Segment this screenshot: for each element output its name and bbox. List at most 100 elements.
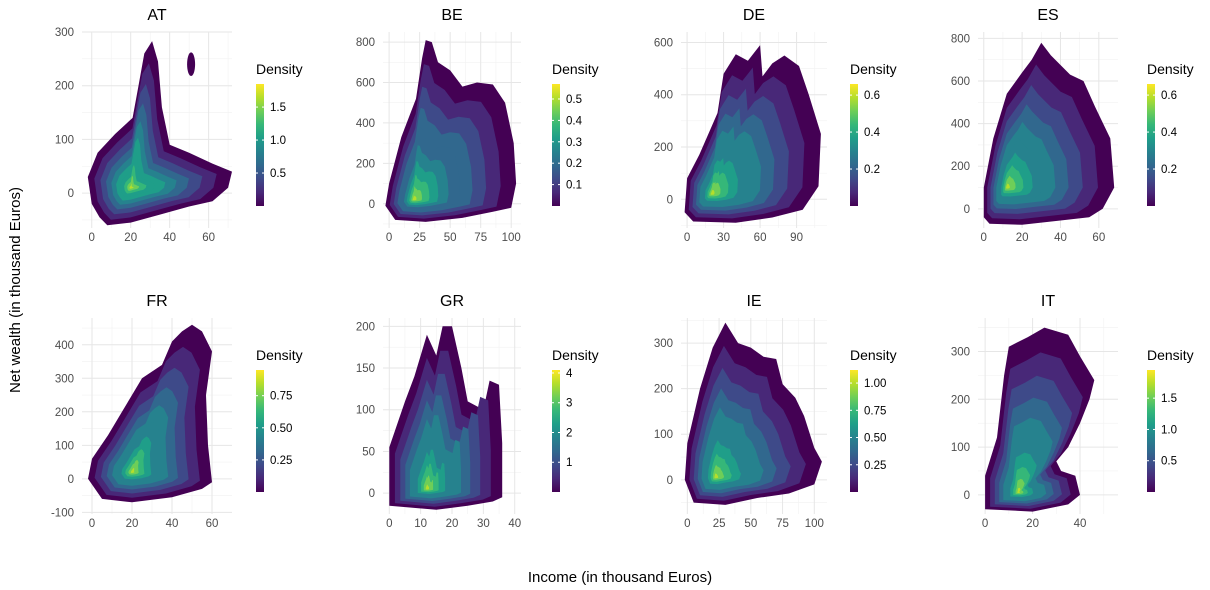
panel-gr: GR 0 10 20 30 40 0 50 100 150 200 Density 1 2 3 4 <box>356 293 599 530</box>
colorbar <box>256 370 264 492</box>
density-contours <box>684 322 822 505</box>
y-tick-label: 800 <box>356 37 375 49</box>
panel-at: AT 0 20 40 60 0 100 200 300 Density 0.5 1.0 1.5 <box>55 7 303 244</box>
x-tick-label: 0 <box>981 232 987 244</box>
panel-title: ES <box>1037 7 1058 24</box>
x-tick-label: 25 <box>413 232 426 244</box>
x-tick-label: 0 <box>386 518 392 530</box>
legend-tick-label: 0.6 <box>864 90 880 102</box>
y-tick-label: 0 <box>68 474 74 486</box>
legend-tick-label: 0.4 <box>864 127 881 139</box>
density-contours <box>385 40 517 222</box>
y-tick-label: 300 <box>55 27 74 39</box>
y-tick-label: 400 <box>951 119 970 131</box>
y-tick-label: 50 <box>362 446 375 458</box>
x-tick-label: 0 <box>386 232 392 244</box>
density-band <box>710 189 715 195</box>
panel-title: IT <box>1041 293 1055 310</box>
y-tick-label: 0 <box>68 188 74 200</box>
density-band <box>423 475 434 491</box>
x-tick-label: 75 <box>776 518 789 530</box>
legend-title: Density <box>256 347 303 363</box>
colorbar <box>850 370 858 492</box>
legend-tick-label: 0.50 <box>270 423 292 435</box>
y-tick-label: 100 <box>55 134 74 146</box>
y-tick-label: 100 <box>951 442 970 454</box>
colorbar <box>256 84 264 206</box>
x-tick-label: 0 <box>89 518 95 530</box>
x-tick-label: 60 <box>206 518 219 530</box>
y-tick-label: 100 <box>654 429 673 441</box>
x-tick-label: 50 <box>744 518 757 530</box>
panel-title: BE <box>441 7 462 24</box>
x-tick-label: 100 <box>805 518 824 530</box>
x-tick-label: 60 <box>202 232 215 244</box>
legend-title: Density <box>552 347 599 363</box>
y-tick-label: 400 <box>55 340 74 352</box>
legend-tick-label: 1 <box>566 457 572 469</box>
legend: Density 0.25 0.50 0.75 <box>256 347 303 492</box>
density-band <box>130 468 135 473</box>
density-band <box>714 473 719 479</box>
y-tick-label: 200 <box>55 407 74 419</box>
y-tick-label: 0 <box>964 490 970 502</box>
x-tick-label: 10 <box>414 518 427 530</box>
legend-tick-label: 1.0 <box>1161 424 1177 436</box>
y-tick-label: 0 <box>369 488 375 500</box>
legend-tick-label: 0.2 <box>566 158 582 170</box>
x-tick-label: 40 <box>508 518 521 530</box>
y-tick-label: 0 <box>667 475 673 487</box>
y-tick-label: 100 <box>55 440 74 452</box>
y-tick-label: 300 <box>654 338 673 350</box>
density-band <box>412 195 417 201</box>
legend-tick-label: 0.6 <box>1161 90 1177 102</box>
x-tick-label: 60 <box>1092 232 1105 244</box>
y-tick-label: 200 <box>654 384 673 396</box>
y-tick-label: 0 <box>964 204 970 216</box>
y-tick-label: 600 <box>654 37 673 49</box>
y-tick-label: 200 <box>654 142 673 154</box>
y-tick-label: 300 <box>951 346 970 358</box>
legend-tick-label: 0.75 <box>864 405 886 417</box>
legend-tick-label: 0.2 <box>864 164 880 176</box>
y-tick-label: 600 <box>951 76 970 88</box>
legend-tick-label: 0.75 <box>270 391 292 403</box>
legend-title: Density <box>552 61 599 77</box>
x-tick-label: 20 <box>126 518 139 530</box>
legend: Density 0.1 0.2 0.3 0.4 0.5 <box>552 61 599 206</box>
legend-tick-label: 0.25 <box>864 460 886 472</box>
density-band <box>1006 183 1010 189</box>
density-contours <box>389 326 503 510</box>
density-band <box>1017 487 1021 493</box>
x-tick-label: 20 <box>446 518 459 530</box>
density-band <box>128 460 139 475</box>
legend-title: Density <box>1147 61 1194 77</box>
x-tick-label: 20 <box>124 232 137 244</box>
panel-ie: IE 0 25 50 75 100 0 100 200 300 Density 0.25 0.50 0.7… <box>654 293 897 530</box>
legend-tick-label: 0.5 <box>566 94 582 106</box>
legend: Density 0.5 1.0 1.5 <box>256 61 303 206</box>
y-tick-label: 800 <box>951 33 970 45</box>
colorbar <box>552 84 560 206</box>
y-tick-label: 300 <box>55 373 74 385</box>
x-tick-label: 20 <box>1016 232 1029 244</box>
legend-title: Density <box>1147 347 1194 363</box>
legend: Density 0.5 1.0 1.5 <box>1147 347 1194 492</box>
y-tick-label: 0 <box>667 194 673 206</box>
panel-title: IE <box>746 293 761 310</box>
panel-it: IT 0 20 40 0 100 200 300 Density 0.5 1.0 1.5 <box>951 293 1194 530</box>
colorbar <box>552 370 560 492</box>
x-tick-label: 75 <box>474 232 487 244</box>
x-tick-label: 40 <box>1054 232 1067 244</box>
density-band <box>425 484 429 490</box>
legend-tick-label: 1.5 <box>1161 393 1177 405</box>
y-tick-label: 600 <box>356 78 375 90</box>
legend-title: Density <box>256 61 303 77</box>
panel-title: DE <box>743 7 765 24</box>
legend-tick-label: 4 <box>566 368 573 380</box>
legend-tick-label: 2 <box>566 427 572 439</box>
y-tick-label: -100 <box>51 507 74 519</box>
panel-title: AT <box>147 7 166 24</box>
density-contours <box>88 324 212 503</box>
